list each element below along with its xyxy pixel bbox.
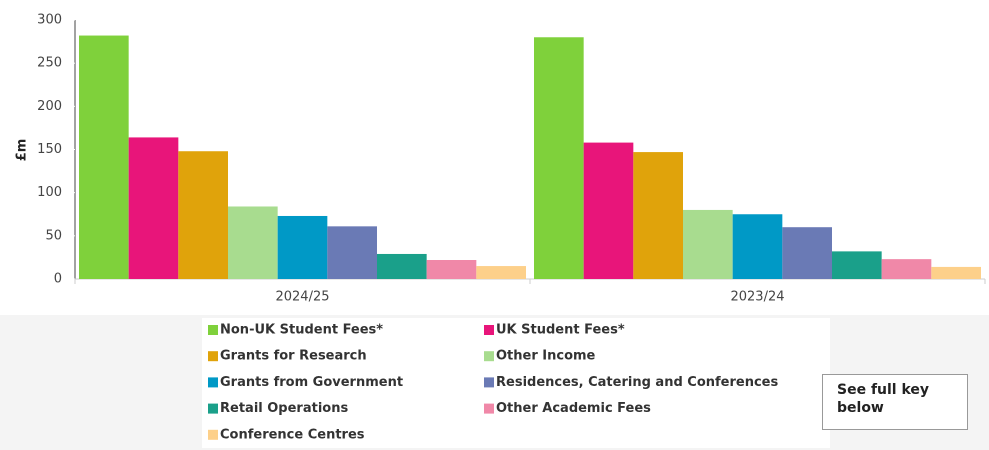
legend-swatch <box>484 325 494 335</box>
legend-swatch <box>484 377 494 388</box>
x-tick-label: 2023/24 <box>730 290 784 305</box>
legend-label: Conference Centres <box>220 427 365 442</box>
bar <box>377 253 427 279</box>
y-tick-label: 200 <box>37 99 62 114</box>
legend-label: Grants for Research <box>220 349 367 364</box>
bar <box>782 227 832 279</box>
legend-label: UK Student Fees* <box>496 323 625 338</box>
bar <box>178 151 228 279</box>
bar <box>931 266 981 279</box>
bar <box>732 214 783 279</box>
bar <box>683 209 733 279</box>
legend-swatch <box>208 429 218 440</box>
x-tick-label: 2024/25 <box>275 290 329 305</box>
y-tick-label: 50 <box>45 228 62 243</box>
y-tick-label: 0 <box>54 272 62 287</box>
legend-swatch <box>208 403 218 414</box>
legend-label: Other Academic Fees <box>496 401 651 416</box>
legend-label: Grants from Government <box>220 375 403 390</box>
bar <box>881 259 932 279</box>
bar <box>228 206 278 279</box>
bar <box>583 142 634 279</box>
y-tick-label: 100 <box>37 185 62 200</box>
legend-swatch <box>484 351 494 362</box>
bar <box>277 215 328 279</box>
legend-label: Retail Operations <box>220 401 348 416</box>
bar <box>832 251 882 279</box>
y-axis-label: £m <box>15 139 30 162</box>
y-tick-label: 150 <box>37 142 62 157</box>
legend-swatch <box>484 403 494 414</box>
legend-swatch <box>208 351 218 362</box>
y-tick-label: 300 <box>37 13 62 28</box>
legend-swatch <box>208 377 218 388</box>
bar <box>633 152 683 279</box>
key-note-button[interactable]: See full key below <box>822 374 968 430</box>
bar <box>534 37 584 280</box>
legend-label: Non-UK Student Fees* <box>220 323 383 338</box>
legend-swatch <box>208 325 218 335</box>
legend-background <box>202 318 830 448</box>
bar <box>128 137 179 279</box>
legend-label: Residences, Catering and Conferences <box>496 375 778 390</box>
y-tick-label: 250 <box>37 56 62 71</box>
bar <box>79 35 129 279</box>
bar <box>327 226 377 279</box>
bar <box>476 266 526 279</box>
bar <box>426 260 477 279</box>
legend-label: Other Income <box>496 349 596 364</box>
